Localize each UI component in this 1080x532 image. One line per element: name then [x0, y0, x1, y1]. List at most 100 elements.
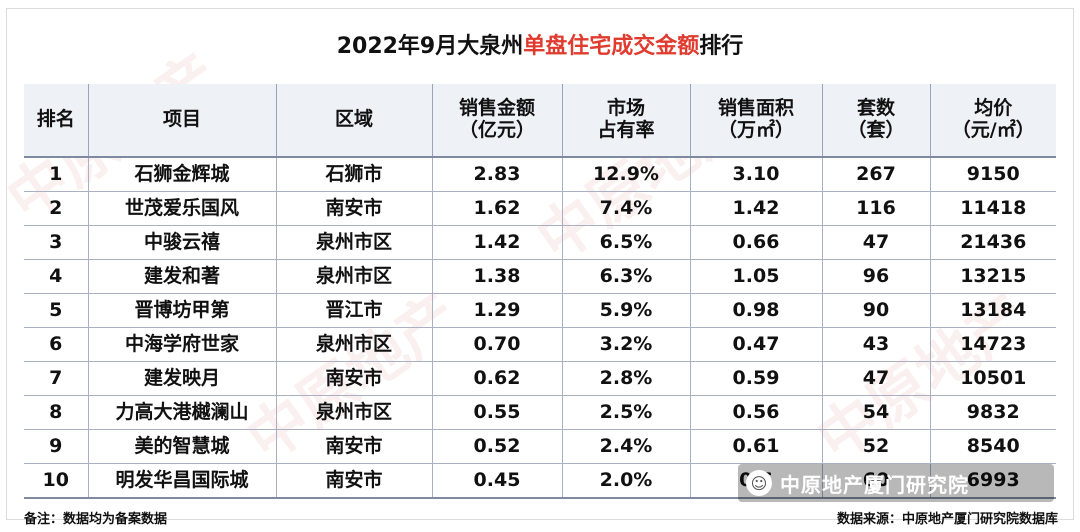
- table-row: 4 建发和著 泉州市区 1.38 6.3% 1.05 96 13215: [24, 259, 1056, 294]
- cell-rank: 4: [24, 259, 89, 294]
- cell-price: 11418: [930, 191, 1056, 226]
- cell-amount: 1.38: [432, 259, 563, 294]
- cell-units: 43: [822, 327, 931, 362]
- cell-rank: 3: [24, 225, 89, 260]
- cell-share: 6.3%: [562, 259, 691, 294]
- cell-project: 建发和著: [88, 259, 277, 294]
- cell-sqm: 3.10: [690, 157, 823, 192]
- cell-area: 南安市: [276, 191, 433, 226]
- footer-note: 备注：数据均为备案数据: [24, 512, 168, 527]
- cell-area: 晋江市: [276, 293, 433, 328]
- cell-price: 9832: [930, 395, 1056, 430]
- document-frame: [6, 8, 1074, 520]
- cell-share: 7.4%: [562, 191, 691, 226]
- table-row: 10 明发华昌国际城 南安市 0.45 2.0% 0.6 60 6993: [24, 463, 1056, 499]
- cell-area: 泉州市区: [276, 225, 433, 260]
- cell-project: 建发映月: [88, 361, 277, 396]
- cell-price: 14723: [930, 327, 1056, 362]
- cell-project: 世茂爱乐国风: [88, 191, 277, 226]
- table-row: 3 中骏云禧 泉州市区 1.42 6.5% 0.66 47 21436: [24, 225, 1056, 260]
- cell-sqm: 0.98: [690, 293, 823, 328]
- cell-sqm: 0.61: [690, 429, 823, 464]
- cell-project: 中骏云禧: [88, 225, 277, 260]
- cell-area: 南安市: [276, 429, 433, 464]
- cell-units: 60: [822, 463, 931, 499]
- header-sqm: 销售面积 （万㎡）: [690, 84, 823, 158]
- table-row: 1 石狮金辉城 石狮市 2.83 12.9% 3.10 267 9150: [24, 157, 1056, 192]
- cell-area: 泉州市区: [276, 327, 433, 362]
- table-row: 9 美的智慧城 南安市 0.52 2.4% 0.61 52 8540: [24, 429, 1056, 464]
- page-title: 2022年9月大泉州单盘住宅成交金额排行: [0, 28, 1080, 60]
- cell-share: 6.5%: [562, 225, 691, 260]
- cell-price: 8540: [930, 429, 1056, 464]
- cell-units: 52: [822, 429, 931, 464]
- header-price: 均价 （元/㎡）: [930, 84, 1056, 158]
- cell-project: 明发华昌国际城: [88, 463, 277, 499]
- header-area: 区域: [276, 84, 433, 158]
- cell-units: 267: [822, 157, 931, 192]
- cell-rank: 7: [24, 361, 89, 396]
- table-row: 2 世茂爱乐国风 南安市 1.62 7.4% 1.42 116 11418: [24, 191, 1056, 226]
- footer-source: 数据来源：中原地产厦门研究院数据库: [836, 512, 1058, 527]
- cell-share: 2.4%: [562, 429, 691, 464]
- cell-project: 力高大港樾澜山: [88, 395, 277, 430]
- cell-rank: 9: [24, 429, 89, 464]
- header-row: 排名 项目 区域 销售金额 （亿元） 市场 占有率 销售面积 （万㎡） 套数 （套） 均…: [24, 84, 1056, 158]
- cell-rank: 1: [24, 157, 89, 192]
- cell-amount: 0.55: [432, 395, 563, 430]
- cell-price: 10501: [930, 361, 1056, 396]
- cell-price: 6993: [930, 463, 1056, 499]
- cell-sqm: 0.59: [690, 361, 823, 396]
- header-units: 套数 （套）: [822, 84, 931, 158]
- cell-share: 12.9%: [562, 157, 691, 192]
- table-row: 5 晋博坊甲第 晋江市 1.29 5.9% 0.98 90 13184: [24, 293, 1056, 328]
- cell-units: 96: [822, 259, 931, 294]
- account-badge[interactable]: ☺ 中原地产厦门研究院: [738, 464, 1054, 502]
- cell-sqm: 0.56: [690, 395, 823, 430]
- table-row: 8 力高大港樾澜山 泉州市区 0.55 2.5% 0.56 54 9832: [24, 395, 1056, 430]
- cell-area: 南安市: [276, 361, 433, 396]
- wechat-icon: ☺: [746, 470, 772, 496]
- header-project: 项目: [88, 84, 277, 158]
- cell-amount: 1.42: [432, 225, 563, 260]
- account-name: 中原地产厦门研究院: [780, 472, 969, 497]
- cell-share: 5.9%: [562, 293, 691, 328]
- cell-rank: 5: [24, 293, 89, 328]
- cell-project: 美的智慧城: [88, 429, 277, 464]
- cell-price: 21436: [930, 225, 1056, 260]
- cell-area: 泉州市区: [276, 259, 433, 294]
- cell-units: 90: [822, 293, 931, 328]
- cell-amount: 0.62: [432, 361, 563, 396]
- cell-amount: 1.62: [432, 191, 563, 226]
- cell-project: 晋博坊甲第: [88, 293, 277, 328]
- ranking-table: 排名 项目 区域 销售金额 （亿元） 市场 占有率 销售面积 （万㎡） 套数 （套） 均…: [24, 84, 1056, 499]
- cell-share: 2.5%: [562, 395, 691, 430]
- cell-units: 116: [822, 191, 931, 226]
- cell-rank: 6: [24, 327, 89, 362]
- cell-rank: 10: [24, 463, 89, 499]
- cell-share: 2.0%: [562, 463, 691, 499]
- cell-sqm: 0.47: [690, 327, 823, 362]
- cell-sqm: 1.42: [690, 191, 823, 226]
- cell-price: 13215: [930, 259, 1056, 294]
- header-amount: 销售金额 （亿元）: [432, 84, 563, 158]
- cell-sqm: 1.05: [690, 259, 823, 294]
- cell-project: 石狮金辉城: [88, 157, 277, 192]
- cell-area: 南安市: [276, 463, 433, 499]
- cell-units: 54: [822, 395, 931, 430]
- cell-project: 中海学府世家: [88, 327, 277, 362]
- cell-rank: 2: [24, 191, 89, 226]
- cell-amount: 0.52: [432, 429, 563, 464]
- cell-price: 9150: [930, 157, 1056, 192]
- cell-amount: 0.70: [432, 327, 563, 362]
- header-share: 市场 占有率: [562, 84, 691, 158]
- cell-sqm: 0.66: [690, 225, 823, 260]
- cell-units: 47: [822, 225, 931, 260]
- cell-price: 13184: [930, 293, 1056, 328]
- cell-share: 3.2%: [562, 327, 691, 362]
- table-row: 7 建发映月 南安市 0.62 2.8% 0.59 47 10501: [24, 361, 1056, 396]
- title-suffix: 排行: [699, 34, 744, 59]
- title-highlight: 单盘住宅成交金额: [523, 34, 700, 59]
- header-rank: 排名: [24, 84, 89, 158]
- cell-amount: 0.45: [432, 463, 563, 499]
